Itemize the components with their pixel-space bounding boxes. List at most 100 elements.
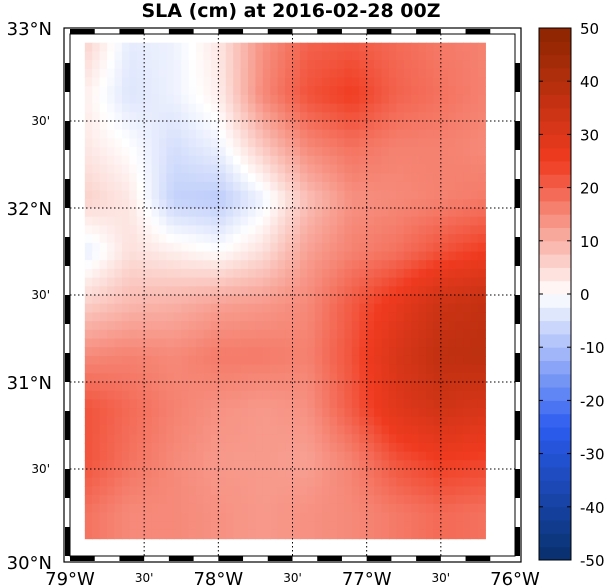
field-cell (396, 268, 405, 279)
field-cell (299, 408, 308, 418)
field-cell (270, 469, 279, 479)
field-cell (337, 495, 346, 505)
field-cell (255, 338, 264, 348)
field-cell (233, 338, 242, 348)
colorbar-label: 10 (580, 233, 599, 251)
field-cell (359, 68, 368, 79)
field-cell (114, 60, 123, 70)
field-cell (463, 147, 472, 157)
field-cell (477, 164, 486, 174)
field-cell (322, 425, 331, 435)
field-cell (210, 121, 219, 131)
field-cell (203, 338, 212, 348)
field-cell (426, 42, 435, 52)
field-cell (285, 295, 294, 305)
field-cell (233, 390, 242, 400)
field-cell (129, 42, 138, 52)
field-cell (366, 277, 375, 287)
field-cell (277, 364, 286, 374)
field-cell (84, 94, 93, 105)
field-cell (144, 242, 153, 253)
field-cell (166, 477, 175, 487)
field-cell (292, 225, 301, 235)
field-cell (455, 382, 464, 392)
field-cell (151, 164, 160, 174)
field-cell (470, 77, 479, 87)
field-cell (411, 138, 420, 148)
field-cell (188, 486, 197, 496)
field-cell (396, 503, 405, 514)
field-cell (477, 364, 486, 374)
field-cell (188, 268, 197, 279)
field-cell (440, 347, 449, 357)
field-cell (129, 321, 138, 331)
field-cell (470, 51, 479, 61)
field-cell (92, 138, 101, 148)
field-cell (203, 94, 212, 105)
field-cell (418, 373, 427, 383)
field-cell (381, 286, 390, 296)
field-cell (270, 86, 279, 96)
field-cell (121, 251, 130, 261)
field-cell (381, 408, 390, 418)
field-cell (322, 155, 331, 166)
field-cell (196, 469, 205, 479)
field-cell (374, 155, 383, 166)
field-cell (114, 181, 123, 192)
field-cell (418, 190, 427, 200)
field-cell (299, 51, 308, 61)
field-cell (344, 442, 353, 453)
field-cell (255, 147, 264, 157)
field-cell (121, 225, 130, 235)
field-cell (359, 355, 368, 366)
field-cell (166, 234, 175, 244)
field-cell (314, 434, 323, 444)
field-cell (337, 138, 346, 148)
colorbar-segment (539, 94, 571, 109)
field-cell (210, 86, 219, 96)
field-cell (107, 199, 116, 209)
field-cell (196, 477, 205, 487)
field-cell (270, 321, 279, 331)
field-cell (255, 425, 264, 435)
field-cell (448, 390, 457, 400)
field-cell (433, 234, 442, 244)
field-cell (433, 512, 442, 522)
field-cell (196, 503, 205, 514)
field-cell (277, 242, 286, 253)
field-cell (188, 251, 197, 261)
field-cell (99, 399, 108, 409)
field-cell (463, 60, 472, 70)
field-cell (277, 277, 286, 287)
field-cell (107, 321, 116, 331)
field-cell (84, 234, 93, 244)
field-cell (366, 190, 375, 200)
field-cell (337, 364, 346, 374)
field-cell (203, 303, 212, 313)
field-cell (448, 416, 457, 427)
field-cell (181, 94, 190, 105)
field-cell (225, 138, 234, 148)
field-cell (84, 103, 93, 113)
field-cell (218, 364, 227, 374)
field-cell (136, 112, 145, 122)
field-cell (99, 173, 108, 183)
field-cell (374, 173, 383, 183)
field-cell (270, 51, 279, 61)
field-cell (107, 503, 116, 514)
field-cell (99, 242, 108, 253)
field-cell (381, 442, 390, 453)
field-cell (255, 382, 264, 392)
field-cell (285, 486, 294, 496)
field-cell (203, 225, 212, 235)
field-cell (136, 199, 145, 209)
field-cell (418, 42, 427, 52)
field-cell (99, 425, 108, 435)
field-cell (240, 451, 249, 461)
field-cell (121, 208, 130, 218)
field-cell (381, 164, 390, 174)
field-cell (277, 103, 286, 113)
field-cell (129, 312, 138, 322)
field-cell (99, 390, 108, 400)
field-cell (388, 355, 397, 366)
